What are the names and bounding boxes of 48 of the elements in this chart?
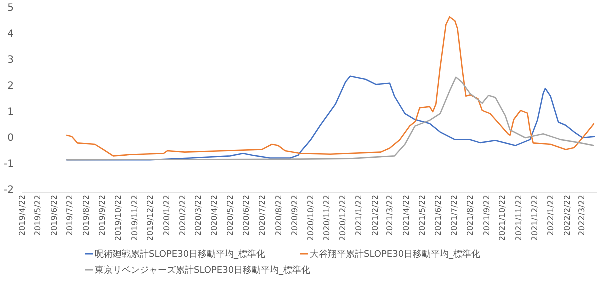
x-tick-label: 2022/1/22	[546, 195, 556, 236]
x-tick-label: 2019/5/22	[34, 195, 43, 236]
x-tick-label: 2020/12/22	[338, 195, 348, 242]
y-tick-label: 2	[8, 81, 14, 92]
x-tick-label: 2020/8/22	[274, 195, 284, 236]
x-tick-label: 2021/1/22	[354, 195, 364, 236]
x-tick-label: 2021/10/22	[498, 195, 508, 242]
legend-label: 呪術廻戦累計SLOPE30日移動平均_標準化	[95, 249, 266, 260]
x-tick-label: 2020/5/22	[226, 195, 235, 236]
y-tick-label: -2	[4, 185, 14, 196]
x-tick-label: 2021/7/22	[450, 195, 459, 236]
x-tick-label: 2022/2/22	[562, 195, 572, 236]
line-series	[66, 16, 596, 157]
x-tick-label: 2020/7/22	[258, 195, 267, 236]
x-tick-label: 2019/4/22	[18, 195, 27, 236]
x-tick-label: 2020/11/22	[322, 195, 332, 242]
x-tick-label: 2021/8/22	[466, 195, 476, 236]
x-tick-label: 2022/3/22	[578, 195, 587, 236]
y-tick-label: 0	[8, 133, 14, 144]
x-tick-label: 2019/7/22	[66, 195, 75, 236]
y-tick-label: -1	[4, 159, 14, 170]
legend-label: 東京リベンジャーズ累計SLOPE30日移動平均_標準化	[95, 265, 311, 276]
y-tick-label: 5	[8, 3, 14, 14]
x-tick-label: 2019/11/22	[130, 195, 140, 242]
x-tick-label: 2020/10/22	[306, 195, 316, 242]
x-tick-label: 2019/10/22	[114, 195, 123, 242]
y-tick-label: 4	[8, 29, 14, 40]
x-tick-label: 2019/6/22	[50, 195, 59, 236]
x-tick-label: 2021/9/22	[482, 195, 492, 236]
x-tick-label: 2020/6/22	[242, 195, 252, 236]
x-tick-label: 2019/8/22	[82, 195, 91, 236]
x-tick-label: 2021/3/22	[386, 195, 395, 236]
y-tick-label: 3	[8, 55, 14, 66]
x-tick-label: 2020/9/22	[290, 195, 300, 236]
x-tick-label: 2021/12/22	[530, 195, 540, 242]
x-tick-label: 2021/6/22	[434, 195, 444, 236]
x-tick-label: 2019/9/22	[98, 195, 108, 236]
x-tick-label: 2020/3/22	[194, 195, 203, 236]
x-tick-label: 2021/5/22	[418, 195, 427, 236]
x-tick-label: 2020/2/22	[178, 195, 188, 236]
x-tick-label: 2020/1/22	[162, 195, 172, 236]
legend-label: 大谷翔平累計SLOPE30日移動平均_標準化	[310, 249, 481, 260]
x-tick-label: 2019/12/22	[146, 195, 156, 242]
y-tick-label: 1	[8, 107, 14, 118]
x-tick-label: 2021/2/22	[371, 195, 380, 236]
x-tick-label: 2021/11/22	[514, 195, 524, 242]
x-tick-label: 2020/4/22	[210, 195, 220, 236]
x-tick-label: 2021/4/22	[402, 195, 412, 236]
